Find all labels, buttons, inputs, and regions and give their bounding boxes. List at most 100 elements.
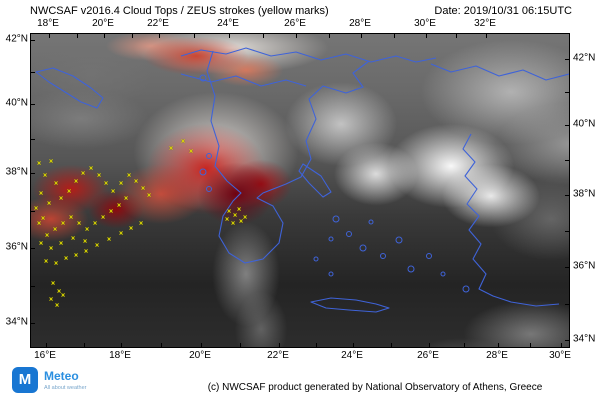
lightning-mark: × [118,180,124,188]
lightning-mark: × [106,236,112,244]
coastline-path [180,73,307,87]
island-outline [380,253,386,259]
lightning-mark: × [133,178,139,186]
lightning-mark: × [58,195,64,203]
axis-label: 30°E [414,18,436,29]
tick-mark [49,34,50,38]
tick-mark [31,138,35,140]
lightning-mark: × [80,170,86,178]
island-outline [359,244,367,252]
lightning-mark: × [180,138,186,146]
tick-mark [565,340,569,341]
tick-mark [279,343,280,347]
lightning-mark: × [43,258,49,266]
island-outline [426,253,432,259]
axis-label: 22°E [147,18,169,29]
axis-right: 42°N 40°N 38°N 36°N 34°N [573,33,600,348]
tick-mark [565,267,569,268]
lightning-mark: × [60,220,66,228]
tick-mark [201,343,202,347]
lightning-mark: × [140,185,146,193]
island-outline [206,153,212,159]
tick-mark [31,210,35,212]
lightning-mark: × [238,218,244,226]
lightning-mark: × [96,172,102,180]
lightning-mark: × [123,195,129,203]
lightning-mark: × [38,240,44,248]
lightning-mark: × [42,172,48,180]
lightning-mark: × [236,206,242,214]
lightning-mark: × [146,192,152,200]
lightning-mark: × [226,208,232,216]
axis-label: 40°N [573,118,596,130]
lightning-mark: × [33,205,39,213]
axis-label: 42°N [5,33,28,45]
island-outline [199,74,207,82]
axis-label: 18°E [37,18,59,29]
tick-mark [328,34,330,38]
lightning-mark: × [44,232,50,240]
lightning-mark: × [48,158,54,166]
tick-mark [31,40,35,41]
lightning-mark: × [224,216,230,224]
axis-label: 16°E [34,350,56,361]
island-outline [199,168,207,176]
tick-mark [31,173,35,174]
meteo-logo-tagline: All about weather [44,385,87,391]
tick-mark [561,343,562,347]
tick-mark [161,343,162,347]
tick-mark [316,343,317,347]
lightning-mark: × [58,240,64,248]
island-outline [368,219,374,225]
axis-left: 42°N 40°N 38°N 36°N 34°N [2,33,28,348]
lightning-mark: × [63,255,69,263]
tick-mark [429,343,430,347]
tick-mark [565,125,569,126]
island-outline [346,231,352,237]
coastline-path [206,50,370,264]
island-outline [206,186,212,192]
coastline-path [298,163,332,198]
lightning-mark: × [128,225,134,233]
lightning-mark: × [70,235,76,243]
coastline-path [180,47,437,63]
tick-mark [31,323,35,324]
coastline-path [430,63,569,81]
axis-label: 26°E [417,350,439,361]
tick-mark [565,160,569,161]
tick-mark [240,343,241,347]
lightning-mark: × [103,180,109,188]
tick-mark [31,72,35,73]
tick-mark [426,34,427,38]
axis-label: 36°N [5,241,28,253]
tick-mark [83,343,85,347]
tick-mark [159,34,160,38]
lightning-mark: × [52,226,58,234]
lightning-mark: × [242,214,248,222]
tick-mark [31,285,35,287]
axis-label: 28°E [486,350,508,361]
tick-mark [565,59,569,60]
island-outline [440,271,446,277]
axis-label: 30°E [549,350,571,361]
lightning-mark: × [46,200,52,208]
coastline-svg [35,47,569,313]
island-outline [407,265,415,273]
tick-mark [131,34,133,38]
island-outline [328,271,334,277]
tick-mark [565,303,569,305]
lightning-mark: × [110,188,116,196]
lightning-mark: × [54,302,60,310]
map-frame: × × × × × × × × × × × × × × × × × × × × × × × × × × × × × × × × × × × × × × × ×… [30,33,570,348]
tick-mark [229,34,230,38]
axis-label: 22°E [267,350,289,361]
tick-mark [46,343,47,347]
lightning-mark: × [108,208,114,216]
axis-label: 20°E [92,18,114,29]
lightning-mark: × [48,296,54,304]
tick-mark [456,34,457,38]
tick-mark [262,34,264,38]
copyright-text: (c) NWCSAF product generated by National… [207,382,543,393]
lightning-mark: × [168,145,174,153]
